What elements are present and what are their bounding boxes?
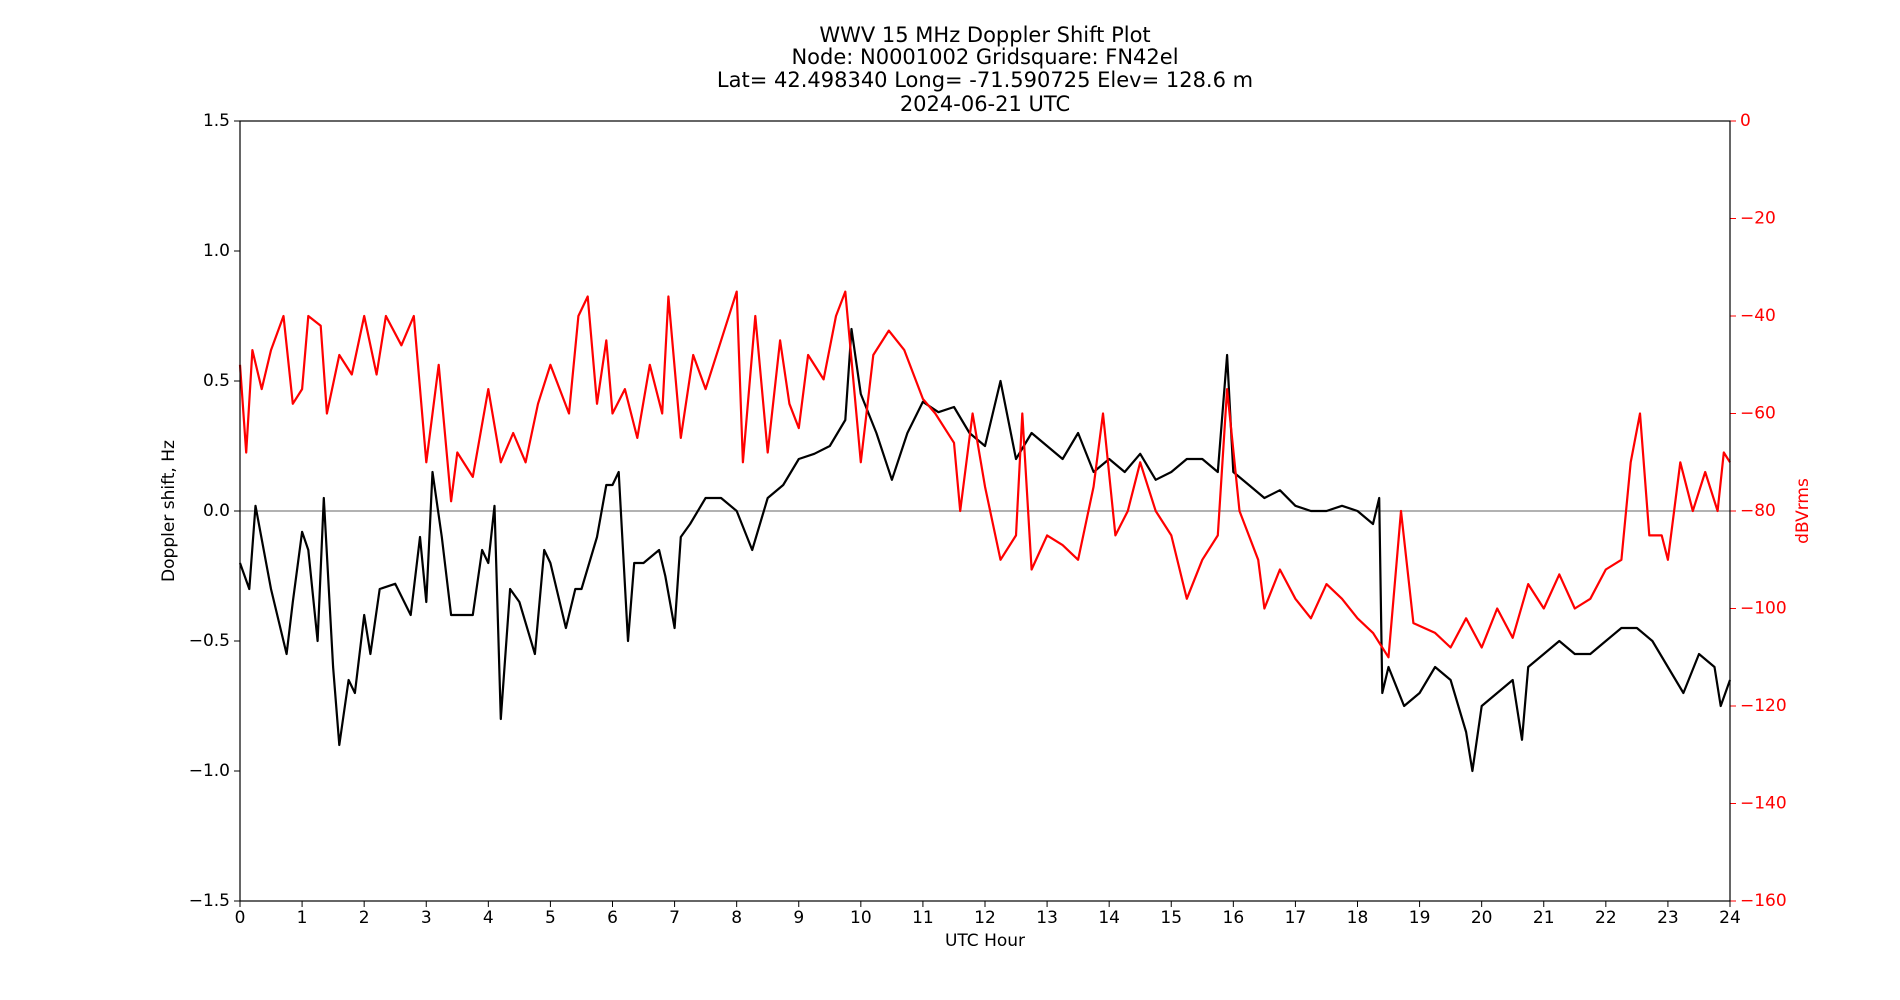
x-tick-label: 11 [912, 908, 934, 928]
x-tick-label: 1 [297, 908, 308, 928]
x-tick-label: 17 [1285, 908, 1307, 928]
chart-subtitle: 2024-06-21 UTC [900, 92, 1070, 116]
y-tick-label: 1.5 [203, 111, 230, 131]
y2-tick-label: −120 [1740, 696, 1787, 716]
y-axis-label: Doppler shift, Hz [159, 440, 179, 582]
x-tick-label: 5 [545, 908, 556, 928]
y2-tick-label: −160 [1740, 891, 1787, 911]
x-tick-label: 10 [850, 908, 872, 928]
y2-tick-label: −40 [1740, 306, 1776, 326]
x-tick-label: 8 [731, 908, 742, 928]
x-tick-label: 16 [1223, 908, 1245, 928]
y-tick-label: −0.5 [189, 631, 230, 651]
y-tick-label: −1.5 [189, 891, 230, 911]
y-tick-label: −1.0 [189, 761, 230, 781]
x-tick-label: 0 [235, 908, 246, 928]
y2-tick-label: 0 [1740, 111, 1751, 131]
x-tick-label: 19 [1409, 908, 1431, 928]
x-tick-label: 15 [1160, 908, 1182, 928]
x-tick-label: 22 [1595, 908, 1617, 928]
y-tick-label: 0.5 [203, 371, 230, 391]
x-tick-label: 4 [483, 908, 494, 928]
y2-tick-label: −140 [1740, 794, 1787, 814]
x-tick-label: 3 [421, 908, 432, 928]
chart-subtitle: Node: N0001002 Gridsquare: FN42el [791, 45, 1178, 69]
x-axis-label: UTC Hour [945, 931, 1025, 951]
x-tick-label: 18 [1347, 908, 1369, 928]
series-line [238, 290, 1731, 659]
y2-tick-label: −60 [1740, 404, 1776, 424]
chart-title: WWV 15 MHz Doppler Shift Plot [819, 23, 1150, 47]
x-tick-label: 23 [1657, 908, 1679, 928]
x-tick-label: 13 [1036, 908, 1058, 928]
x-tick-label: 24 [1719, 908, 1741, 928]
y2-tick-label: −20 [1740, 209, 1776, 229]
x-tick-label: 6 [607, 908, 618, 928]
y2-tick-label: −80 [1740, 501, 1776, 521]
y-tick-label: 0.0 [203, 501, 230, 521]
chart-subtitle: Lat= 42.498340 Long= -71.590725 Elev= 12… [717, 68, 1253, 92]
x-tick-label: 9 [793, 908, 804, 928]
x-tick-label: 12 [974, 908, 996, 928]
y-tick-label: 1.0 [203, 241, 230, 261]
x-tick-label: 7 [669, 908, 680, 928]
x-tick-label: 21 [1533, 908, 1555, 928]
series-line [238, 327, 1732, 773]
x-tick-label: 2 [359, 908, 370, 928]
x-tick-label: 20 [1471, 908, 1493, 928]
y2-tick-label: −100 [1740, 599, 1787, 619]
x-tick-label: 14 [1098, 908, 1120, 928]
plot-frame [239, 120, 1731, 902]
y2-axis-label: dBVrms [1793, 478, 1813, 544]
